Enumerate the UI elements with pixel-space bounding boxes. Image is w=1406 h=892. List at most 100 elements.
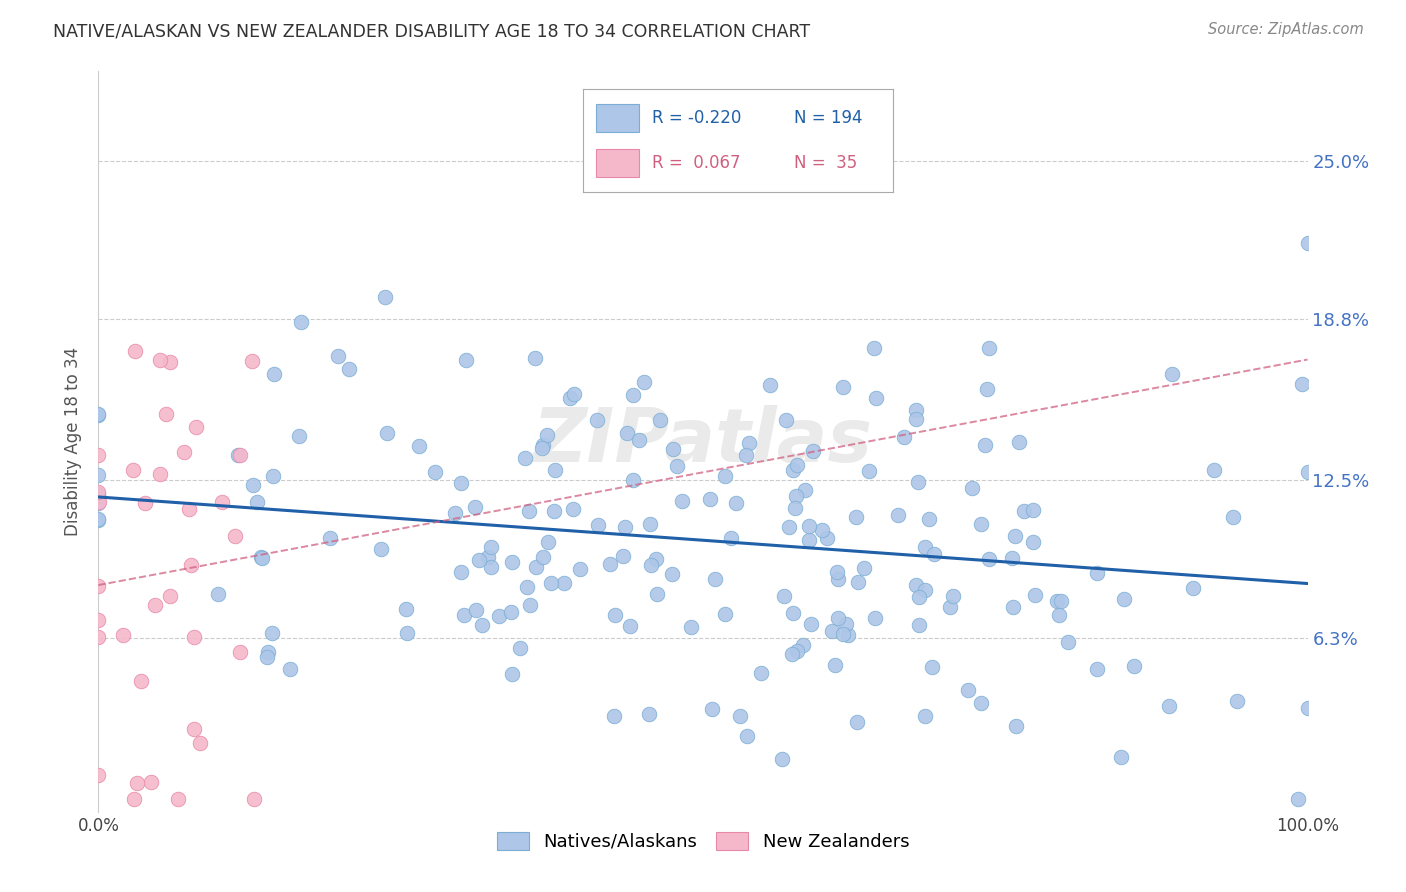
Text: NATIVE/ALASKAN VS NEW ZEALANDER DISABILITY AGE 18 TO 34 CORRELATION CHART: NATIVE/ALASKAN VS NEW ZEALANDER DISABILI… <box>53 22 810 40</box>
Point <box>738 436 761 450</box>
Point <box>585 413 607 427</box>
Point <box>735 448 758 462</box>
Point <box>681 620 703 634</box>
Point <box>408 439 430 453</box>
Point <box>337 361 360 376</box>
Point <box>1002 600 1025 615</box>
Point <box>143 598 166 612</box>
Point <box>1181 581 1204 595</box>
Point <box>87 630 110 644</box>
Point <box>1022 535 1045 549</box>
Point <box>801 443 824 458</box>
Point <box>863 611 886 625</box>
Point <box>111 628 134 642</box>
Point <box>846 714 869 729</box>
Point <box>242 792 264 806</box>
Point <box>621 473 644 487</box>
Point <box>644 552 666 566</box>
Point <box>703 572 725 586</box>
Point <box>278 662 301 676</box>
Point <box>939 600 962 615</box>
Point <box>374 290 396 304</box>
Point <box>519 598 541 612</box>
Point <box>633 376 655 390</box>
Point <box>180 558 202 573</box>
Point <box>1049 594 1071 608</box>
Point <box>1085 566 1108 580</box>
Point <box>188 736 211 750</box>
Point <box>853 560 876 574</box>
Point <box>786 643 808 657</box>
Point <box>87 487 110 501</box>
Point <box>865 391 887 405</box>
Point <box>250 549 273 564</box>
Point <box>907 475 929 490</box>
Point <box>811 523 834 537</box>
Point <box>1157 699 1180 714</box>
Point <box>780 647 803 661</box>
Point <box>228 448 250 462</box>
Point <box>263 367 285 381</box>
Point <box>87 485 110 500</box>
Point <box>531 438 554 452</box>
Point <box>825 565 848 579</box>
Point <box>375 425 398 440</box>
Point <box>288 429 311 443</box>
Point <box>974 438 997 452</box>
Point <box>242 478 264 492</box>
Point <box>599 557 621 571</box>
Point <box>905 412 928 426</box>
Point <box>509 641 531 656</box>
Point <box>262 626 284 640</box>
Bar <box>596 103 640 132</box>
Point <box>562 386 585 401</box>
Point <box>479 540 502 554</box>
Point <box>1204 463 1226 477</box>
Point <box>290 315 312 329</box>
Point <box>773 589 796 603</box>
Point <box>794 483 817 497</box>
Point <box>640 558 662 572</box>
Point <box>893 430 915 444</box>
Point <box>614 520 637 534</box>
Point <box>827 572 849 586</box>
Point <box>970 516 993 531</box>
Point <box>815 531 838 545</box>
Point <box>450 475 472 490</box>
Point <box>720 531 742 545</box>
Point <box>501 667 523 681</box>
Point <box>240 354 263 368</box>
Point <box>229 645 252 659</box>
Point <box>1114 592 1136 607</box>
Point <box>499 606 522 620</box>
Point <box>1109 749 1132 764</box>
Point <box>821 624 844 638</box>
Point <box>87 408 110 422</box>
Point <box>479 560 502 574</box>
Point <box>671 494 693 508</box>
Point <box>211 495 233 509</box>
Point <box>621 388 644 402</box>
Point <box>167 792 190 806</box>
Point <box>905 403 928 417</box>
Point <box>139 775 162 789</box>
Point <box>517 504 540 518</box>
Point <box>524 560 547 574</box>
Point <box>224 529 246 543</box>
Point <box>246 494 269 508</box>
Point <box>1296 701 1319 715</box>
Point <box>87 512 110 526</box>
Point <box>454 353 477 368</box>
Text: R = -0.220: R = -0.220 <box>651 109 741 127</box>
Point <box>785 489 807 503</box>
Point <box>637 707 659 722</box>
Point <box>129 673 152 688</box>
Point <box>1056 634 1078 648</box>
Point <box>395 626 418 640</box>
Point <box>725 496 748 510</box>
Point <box>155 407 177 421</box>
Point <box>127 776 149 790</box>
Point <box>1222 509 1244 524</box>
Point <box>183 722 205 736</box>
Point <box>831 627 853 641</box>
